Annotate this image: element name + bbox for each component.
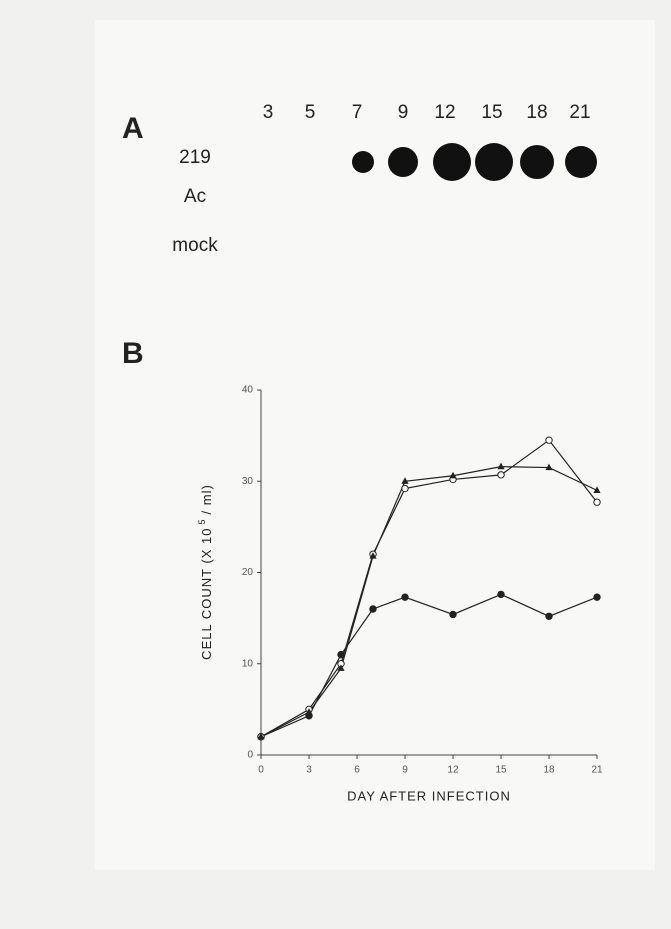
y-tick-label: 30 bbox=[242, 476, 254, 487]
y-tick-label: 10 bbox=[242, 658, 254, 669]
row-label: 219 bbox=[179, 147, 211, 168]
x-tick-label: 6 bbox=[354, 765, 360, 776]
y-axis-label-unit: / ml) bbox=[199, 484, 214, 514]
marker bbox=[450, 611, 456, 617]
marker bbox=[370, 606, 376, 612]
x-tick-label: 9 bbox=[402, 765, 408, 776]
column-label: 5 bbox=[305, 102, 316, 123]
blot-dot bbox=[565, 146, 597, 178]
column-label: 12 bbox=[434, 102, 455, 123]
y-tick-label: 40 bbox=[242, 385, 254, 396]
marker bbox=[402, 485, 408, 491]
page: A B DAY AFTER INFECTION CELL COUNT (X 10… bbox=[0, 0, 671, 929]
column-label: 21 bbox=[569, 102, 590, 123]
marker bbox=[402, 594, 408, 600]
blot-dot bbox=[520, 145, 554, 179]
row-label: Ac bbox=[184, 186, 206, 207]
marker bbox=[546, 437, 552, 443]
panel-label: A bbox=[122, 112, 144, 145]
x-tick-label: 15 bbox=[495, 765, 507, 776]
blot-dot bbox=[475, 143, 513, 181]
marker bbox=[498, 472, 504, 478]
y-tick-label: 0 bbox=[247, 750, 253, 761]
column-label: 9 bbox=[398, 102, 409, 123]
x-tick-label: 0 bbox=[258, 765, 264, 776]
blot-dot bbox=[388, 147, 418, 177]
marker bbox=[338, 651, 344, 657]
column-label: 15 bbox=[481, 102, 502, 123]
column-label: 18 bbox=[526, 102, 547, 123]
marker bbox=[546, 613, 552, 619]
column-label: 3 bbox=[263, 102, 274, 123]
panel-label: B bbox=[122, 337, 144, 370]
x-axis-label: DAY AFTER INFECTION bbox=[347, 788, 511, 803]
x-tick-label: 3 bbox=[306, 765, 312, 776]
blot-dot bbox=[433, 143, 471, 181]
blot-dot bbox=[352, 151, 374, 173]
column-label: 7 bbox=[352, 102, 363, 123]
x-tick-label: 21 bbox=[591, 765, 603, 776]
row-label: mock bbox=[172, 235, 218, 256]
y-axis-label: CELL COUNT (X 10 5 / ml) bbox=[197, 484, 214, 660]
marker bbox=[594, 594, 600, 600]
y-tick-label: 20 bbox=[242, 567, 254, 578]
x-tick-label: 12 bbox=[447, 765, 459, 776]
x-tick-label: 18 bbox=[543, 765, 555, 776]
marker bbox=[498, 591, 504, 597]
y-axis-label-main: CELL COUNT (X 10 bbox=[199, 527, 214, 659]
marker bbox=[594, 499, 600, 505]
y-axis-label-exponent: 5 bbox=[197, 518, 207, 524]
figure: A B DAY AFTER INFECTION CELL COUNT (X 10… bbox=[0, 0, 671, 924]
